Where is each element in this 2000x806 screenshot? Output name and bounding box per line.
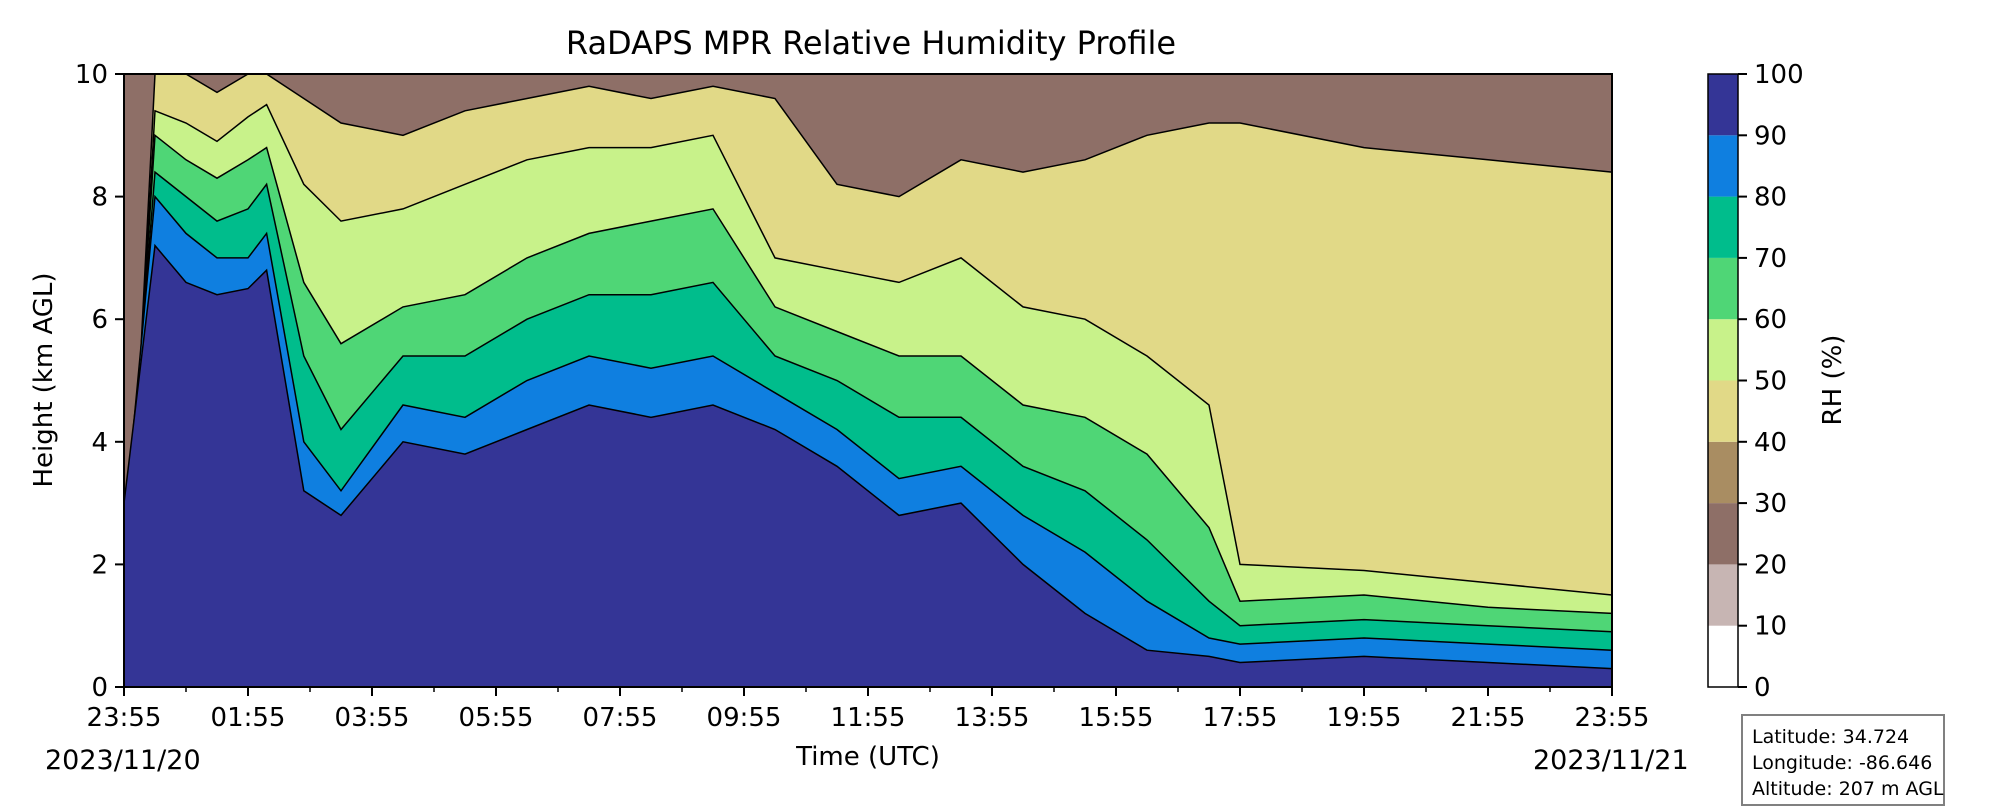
colorbar-tick-label: 0 [1754, 673, 1771, 703]
x-tick-label: 17:55 [1203, 703, 1278, 733]
x-tick-label: 19:55 [1327, 703, 1402, 733]
x-tick-label: 15:55 [1079, 703, 1154, 733]
y-tick-label: 0 [91, 673, 108, 703]
y-axis-label: Height (km AGL) [29, 272, 59, 487]
y-tick-label: 4 [91, 428, 108, 458]
x-tick-label: 23:55 [1575, 703, 1650, 733]
y-tick-label: 2 [91, 550, 108, 580]
colorbar-tick-label: 50 [1754, 367, 1787, 397]
x-tick-label: 11:55 [831, 703, 906, 733]
y-tick-label: 6 [91, 305, 108, 335]
colorbar-segment [1708, 135, 1738, 197]
colorbar-tick-label: 80 [1754, 183, 1787, 213]
colorbar-tick-label: 90 [1754, 121, 1787, 151]
colorbar-segment [1708, 380, 1738, 442]
colorbar-segment [1708, 257, 1738, 320]
x-tick-label: 21:55 [1451, 703, 1526, 733]
colorbar-segment [1708, 503, 1738, 565]
colorbar-segment [1708, 319, 1738, 381]
station-altitude: Altitude: 207 m AGL [1752, 778, 1944, 800]
x-axis-label: Time (UTC) [795, 742, 940, 772]
humidity-contour-field [124, 74, 1612, 687]
colorbar-label: RH (%) [1818, 335, 1848, 426]
station-info-box: Latitude: 34.724 Longitude: -86.646 Alti… [1741, 714, 1945, 806]
end-date-label: 2023/11/21 [1533, 745, 1689, 776]
colorbar-segment [1708, 564, 1738, 626]
colorbar-segment [1708, 625, 1738, 687]
y-tick-label: 10 [75, 60, 108, 90]
y-axis: 0 2 4 6 8 10 [75, 60, 124, 703]
colorbar-tick-label: 30 [1754, 489, 1787, 519]
x-tick-label: 09:55 [707, 703, 782, 733]
x-tick-label: 23:55 [87, 703, 162, 733]
colorbar-tick-label: 100 [1754, 60, 1804, 90]
colorbar-segment [1708, 196, 1738, 258]
chart-title: RaDAPS MPR Relative Humidity Profile [566, 24, 1176, 62]
x-tick-label: 13:55 [955, 703, 1030, 733]
station-longitude: Longitude: -86.646 [1752, 752, 1933, 774]
colorbar-tick-label: 70 [1754, 244, 1787, 274]
start-date-label: 2023/11/20 [45, 745, 201, 776]
colorbar-segment [1708, 74, 1738, 136]
x-tick-label: 07:55 [583, 703, 658, 733]
colorbar-tick-label: 10 [1754, 612, 1787, 642]
x-tick-label: 03:55 [335, 703, 410, 733]
x-tick-label: 05:55 [459, 703, 534, 733]
colorbar: 0 10 20 30 40 50 60 70 80 90 100 [1707, 60, 1804, 703]
rh-band-0 [124, 243, 1612, 687]
station-latitude: Latitude: 34.724 [1752, 726, 1910, 748]
y-tick-label: 8 [91, 183, 108, 213]
colorbar-tick-label: 60 [1754, 305, 1787, 335]
x-tick-label: 01:55 [211, 703, 286, 733]
x-axis: 23:55 01:55 03:55 05:55 07:55 09:55 11:55 13:55… [87, 687, 1650, 733]
colorbar-tick-label: 20 [1754, 550, 1787, 580]
colorbar-tick-label: 40 [1754, 428, 1787, 458]
colorbar-segment [1708, 441, 1738, 504]
